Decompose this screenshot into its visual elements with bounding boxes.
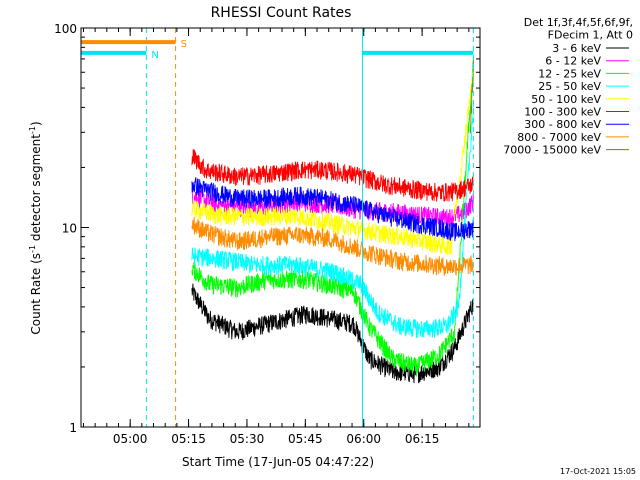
svg-text:Count Rate (s-1 detector segme: Count Rate (s-1 detector segment-1) [28,121,43,334]
legend-entry-label: 100 - 300 keV [524,106,601,119]
x-tick-label: 05:30 [230,432,265,446]
series-line [191,101,474,339]
y-label-part: Count Rate (s [29,253,43,335]
x-tick-label: 05:45 [288,432,323,446]
legend-header: Det 1f,3f,4f,5f,6f,9f, [524,16,633,29]
marker-label: S [181,39,187,50]
footer-date: 17-Oct-2021 15:05 [560,467,636,476]
y-tick-label: 100 [54,22,77,36]
legend-header: FDecim 1, Att 0 [548,29,633,42]
legend-entry-label: 6 - 12 keV [545,55,601,68]
y-label-part: ) [29,121,43,126]
x-tick-label: 05:15 [171,432,206,446]
x-axis-label: Start Time (17-Jun-05 04:47:22) [182,455,374,469]
legend-entry-label: 300 - 800 keV [524,118,601,131]
x-tick-label: 06:15 [405,432,440,446]
axis-layer: 05:00 05:15 05:30 05:45 06:00 06:15 1 10 100 [54,22,480,446]
y-label-sup: -1 [28,126,37,134]
y-label-part: detector segment [29,134,43,245]
legend-entry-label: 7000 - 15000 keV [503,144,601,157]
legend-entry-label: 50 - 100 keV [531,93,601,106]
y-tick-label: 10 [62,222,77,236]
series-line [191,216,474,276]
series-line [191,60,474,377]
x-tick-label: 05:00 [113,432,148,446]
y-tick-label: 1 [69,421,77,435]
legend: Det 1f,3f,4f,5f,6f,9f,FDecim 1, Att 03 -… [503,16,633,157]
series-line [469,56,474,134]
y-label-sup: -1 [28,245,37,253]
y-axis-label: Count Rate (s-1 detector segment-1) [28,121,43,334]
series-line [191,149,474,202]
legend-entry-label: 800 - 7000 keV [517,131,601,144]
chart-title: RHESSI Count Rates [211,5,352,21]
legend-entry-label: 12 - 25 keV [538,67,601,80]
x-tick-label: 06:00 [346,432,381,446]
series-line [191,283,474,384]
series-line [191,177,474,242]
series-line [191,71,474,257]
legend-entry-label: 25 - 50 keV [538,80,601,93]
marker-label: N [151,50,158,61]
series-layer [191,56,474,384]
legend-entry-label: 3 - 6 keV [552,42,601,55]
